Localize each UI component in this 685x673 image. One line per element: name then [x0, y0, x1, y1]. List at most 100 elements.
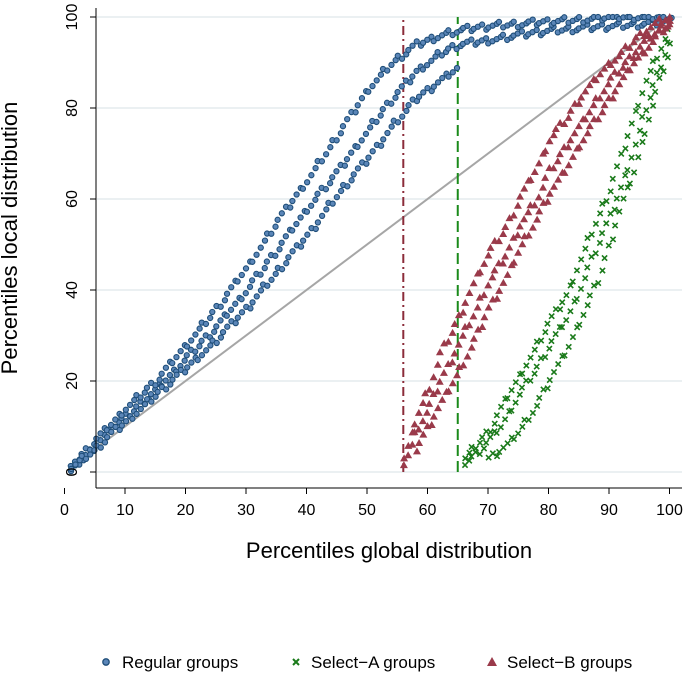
- data-point-select-b: [598, 108, 607, 116]
- data-point-select-a: [489, 450, 497, 457]
- data-point-regular: [304, 231, 311, 238]
- data-point-select-a: [518, 370, 526, 377]
- data-point-select-b: [568, 152, 577, 160]
- data-point-select-b: [581, 115, 590, 123]
- data-point-select-b: [583, 129, 592, 137]
- data-point-select-b: [539, 183, 548, 191]
- data-point-select-b: [640, 31, 649, 39]
- data-point-regular: [272, 252, 279, 259]
- data-point-select-b: [610, 56, 619, 64]
- data-point-select-a: [540, 386, 547, 393]
- data-point-regular: [428, 57, 435, 64]
- data-point-regular: [373, 77, 380, 84]
- data-point-regular: [405, 102, 412, 109]
- data-point-select-a: [512, 379, 519, 386]
- data-point-regular: [333, 137, 340, 144]
- data-point-regular: [143, 384, 151, 391]
- data-point-select-a: [641, 130, 648, 138]
- data-point-regular: [242, 290, 249, 297]
- diagonal-reference-line: [69, 16, 671, 469]
- data-point-select-b: [614, 69, 623, 77]
- data-point-select-b: [577, 93, 586, 101]
- data-point-select-b: [585, 122, 594, 130]
- data-point-select-a: [666, 40, 674, 47]
- data-point-regular: [403, 107, 410, 115]
- data-point-select-b: [629, 38, 638, 46]
- data-point-select-b: [515, 222, 524, 230]
- data-point-regular: [268, 230, 275, 237]
- data-point-select-b: [646, 23, 655, 31]
- data-point-select-a: [603, 220, 610, 227]
- data-point-regular: [283, 260, 290, 267]
- data-point-select-b: [606, 60, 615, 68]
- data-point-select-b: [611, 87, 620, 95]
- data-point-regular: [312, 225, 319, 233]
- data-point-select-a: [556, 306, 564, 313]
- data-point-select-b: [509, 211, 518, 219]
- data-point-select-b: [649, 38, 658, 46]
- data-point-select-a: [466, 457, 473, 464]
- data-point-regular: [394, 52, 401, 59]
- data-point-regular: [430, 83, 437, 90]
- data-point-regular: [169, 376, 176, 383]
- data-point-regular: [341, 162, 349, 169]
- legend-label-select-a: Select−A groups: [311, 653, 435, 672]
- data-point-regular: [282, 233, 289, 240]
- data-point-select-a: [611, 222, 619, 229]
- data-point-select-b: [454, 340, 463, 348]
- data-point-regular: [409, 73, 416, 80]
- data-point-regular: [348, 177, 355, 184]
- data-point-regular: [289, 227, 296, 234]
- data-point-regular: [196, 343, 203, 350]
- data-point-select-b: [410, 420, 419, 428]
- data-point-select-a: [599, 200, 606, 207]
- data-point-select-b: [530, 201, 539, 209]
- data-point-select-b: [465, 289, 474, 297]
- data-point-regular: [303, 208, 311, 215]
- y-axis-title: Percentiles local distribution: [0, 102, 22, 375]
- x-ticks: 0 10 20 30 40 50 60 70 80 90 100: [60, 488, 683, 519]
- data-point-select-a: [487, 428, 494, 436]
- data-point-regular: [380, 136, 387, 143]
- data-point-regular: [249, 299, 256, 306]
- data-point-select-b: [433, 387, 442, 395]
- data-point-regular: [424, 84, 431, 92]
- data-point-regular: [148, 398, 155, 405]
- data-point-select-a: [643, 107, 650, 114]
- data-point-regular: [238, 309, 246, 316]
- gridlines: [97, 16, 682, 473]
- data-point-select-b: [509, 258, 518, 266]
- data-point-regular: [224, 323, 231, 330]
- data-point-select-b: [533, 215, 542, 223]
- x-tick-label: 20: [177, 502, 195, 519]
- data-point-regular: [232, 319, 239, 327]
- data-point-regular: [137, 405, 144, 413]
- data-point-regular: [388, 123, 395, 130]
- data-point-regular: [147, 391, 155, 398]
- data-point-select-a: [607, 188, 614, 195]
- data-point-regular: [238, 271, 245, 279]
- data-point-regular: [169, 359, 176, 367]
- data-point-select-b: [589, 101, 598, 109]
- data-point-regular: [112, 423, 119, 431]
- data-point-regular: [575, 13, 583, 21]
- data-point-regular: [392, 94, 399, 101]
- data-point-select-b: [575, 99, 584, 107]
- data-point-select-a: [626, 180, 634, 187]
- x-tick-label: 0: [60, 502, 69, 519]
- data-point-regular: [278, 239, 285, 246]
- data-point-select-a: [649, 102, 657, 109]
- data-point-select-b: [659, 28, 668, 36]
- legend-marker-triangle: [487, 657, 497, 666]
- data-point-select-b: [631, 33, 640, 41]
- data-point-select-b: [435, 377, 444, 385]
- data-point-select-a: [556, 323, 564, 331]
- data-point-select-a: [649, 81, 656, 89]
- data-point-select-a: [462, 455, 469, 462]
- data-point-regular: [533, 26, 540, 34]
- data-point-select-a: [582, 245, 589, 252]
- data-point-regular: [413, 38, 420, 45]
- data-point-select-a: [476, 439, 484, 447]
- data-point-select-a: [565, 343, 572, 351]
- data-point-regular: [192, 331, 199, 338]
